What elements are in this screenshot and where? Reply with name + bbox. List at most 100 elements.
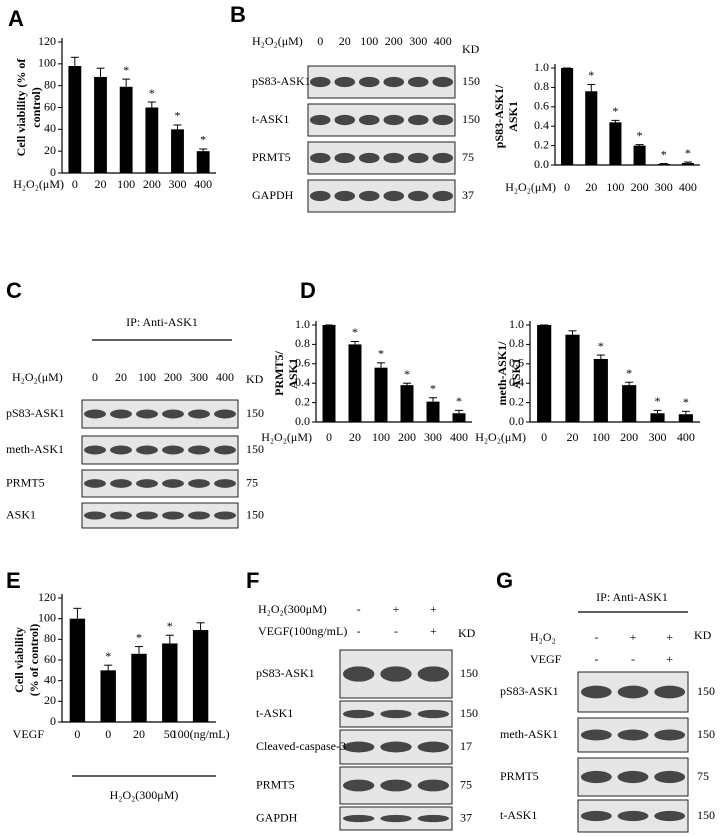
- blot-band: [309, 152, 331, 164]
- blot-band: [580, 729, 612, 741]
- y-axis-label: meth-ASK1/: [495, 341, 509, 406]
- condition-value: 100: [138, 370, 156, 384]
- significance-star: *: [661, 147, 667, 161]
- condition-value: -: [594, 652, 598, 666]
- blot-band: [432, 76, 454, 88]
- bar: [322, 325, 336, 422]
- blot-band: [334, 152, 356, 164]
- blot-panel: [307, 65, 456, 99]
- blot-band: [136, 445, 158, 455]
- y-tick-label: 1.0: [534, 60, 549, 74]
- y-tick-label: 0.4: [509, 375, 524, 389]
- significance-star: *: [105, 649, 111, 663]
- significance-star: *: [200, 133, 206, 147]
- blot-band: [654, 770, 686, 784]
- kd-value: 75: [246, 475, 258, 489]
- x-tick-label: 20: [567, 430, 579, 444]
- x-tick-label: 200: [631, 180, 649, 194]
- y-tick-label: 0: [50, 714, 56, 728]
- x-axis-label: H₂O₂(μM): [261, 430, 312, 444]
- y-tick-label: 0.4: [534, 118, 549, 132]
- blot-band: [214, 409, 236, 419]
- blot-band: [417, 709, 450, 719]
- blot-panel: [81, 399, 239, 429]
- x-tick-label: 300: [424, 430, 442, 444]
- bar: [622, 385, 637, 422]
- y-tick-label: 0.2: [534, 137, 549, 151]
- bar: [196, 151, 210, 173]
- bar: [68, 66, 82, 173]
- condition-value: 20: [115, 370, 127, 384]
- panel-label: D: [300, 278, 316, 303]
- condition-value: 300: [409, 34, 427, 48]
- x-tick-label: 400: [679, 180, 697, 194]
- y-tick-label: 80: [44, 77, 56, 91]
- blot-band: [580, 770, 612, 784]
- row-label: t-ASK1: [500, 808, 537, 822]
- blot-band: [214, 445, 236, 455]
- bar: [162, 643, 178, 722]
- panel-label: B: [230, 2, 246, 27]
- row-label: pS83-ASK1: [6, 406, 65, 420]
- y-tick-label: 100: [38, 610, 56, 624]
- significance-star: *: [588, 68, 594, 82]
- condition-label: H₂O₂(μM): [12, 370, 63, 384]
- y-tick-label: 0.0: [295, 414, 310, 428]
- x-tick-label: 400: [194, 177, 212, 191]
- bar: [69, 618, 86, 722]
- blot-band: [309, 76, 331, 88]
- blot-band: [162, 445, 184, 455]
- blot-band: [417, 814, 450, 823]
- bar: [633, 145, 646, 165]
- blot-band: [380, 709, 412, 719]
- blot-band: [580, 685, 612, 699]
- blot-band: [342, 741, 375, 753]
- condition-label: VEGF: [530, 652, 562, 666]
- x-tick-label: 100: [592, 430, 610, 444]
- blot-band: [654, 685, 686, 699]
- x-tick-label: 0: [74, 727, 80, 741]
- blot-panel: [307, 103, 456, 137]
- blot-band: [188, 511, 210, 520]
- condition-value: +: [430, 602, 437, 616]
- bar: [131, 653, 147, 722]
- blot-band: [162, 409, 184, 419]
- blot-title: IP: Anti-ASK1: [126, 315, 198, 329]
- bar: [400, 385, 414, 422]
- blot-band: [84, 479, 106, 488]
- y-tick-label: 0.6: [295, 356, 310, 370]
- condition-value: -: [631, 652, 635, 666]
- condition-value: 100: [360, 34, 378, 48]
- significance-star: *: [123, 63, 129, 77]
- y-tick-label: 0: [50, 165, 56, 179]
- condition-label: H₂O₂(μM): [252, 34, 303, 48]
- y-tick-label: 0.2: [295, 394, 310, 408]
- y-axis-label: Cell viability: [12, 627, 26, 693]
- bar: [565, 334, 580, 422]
- x-tick-label: 400: [677, 430, 695, 444]
- y-tick-label: 120: [38, 590, 56, 604]
- y-axis-label: (% of control): [27, 624, 41, 696]
- x-axis-label: H₂O₂(μM): [505, 180, 556, 194]
- row-label: pS83-ASK1: [256, 666, 315, 680]
- row-label: PRMT5: [500, 769, 539, 783]
- row-label: PRMT5: [6, 475, 45, 489]
- x-tick-label: 400: [450, 430, 468, 444]
- x-tick-label: 200: [398, 430, 416, 444]
- x-tick-label: 50: [164, 727, 176, 741]
- kd-value: 150: [462, 112, 480, 126]
- bar: [561, 68, 574, 165]
- blot-band: [358, 190, 380, 202]
- condition-value: 200: [385, 34, 403, 48]
- x-tick-label: 20: [349, 430, 361, 444]
- blot-band: [383, 76, 405, 88]
- y-tick-label: 1.0: [295, 317, 310, 331]
- x-tick-label: 0: [326, 430, 332, 444]
- row-label: GAPDH: [256, 810, 298, 824]
- significance-star: *: [149, 86, 155, 100]
- y-tick-label: 40: [44, 121, 56, 135]
- y-tick-label: 40: [44, 672, 56, 686]
- bar: [593, 358, 608, 422]
- condition-value: 400: [434, 34, 452, 48]
